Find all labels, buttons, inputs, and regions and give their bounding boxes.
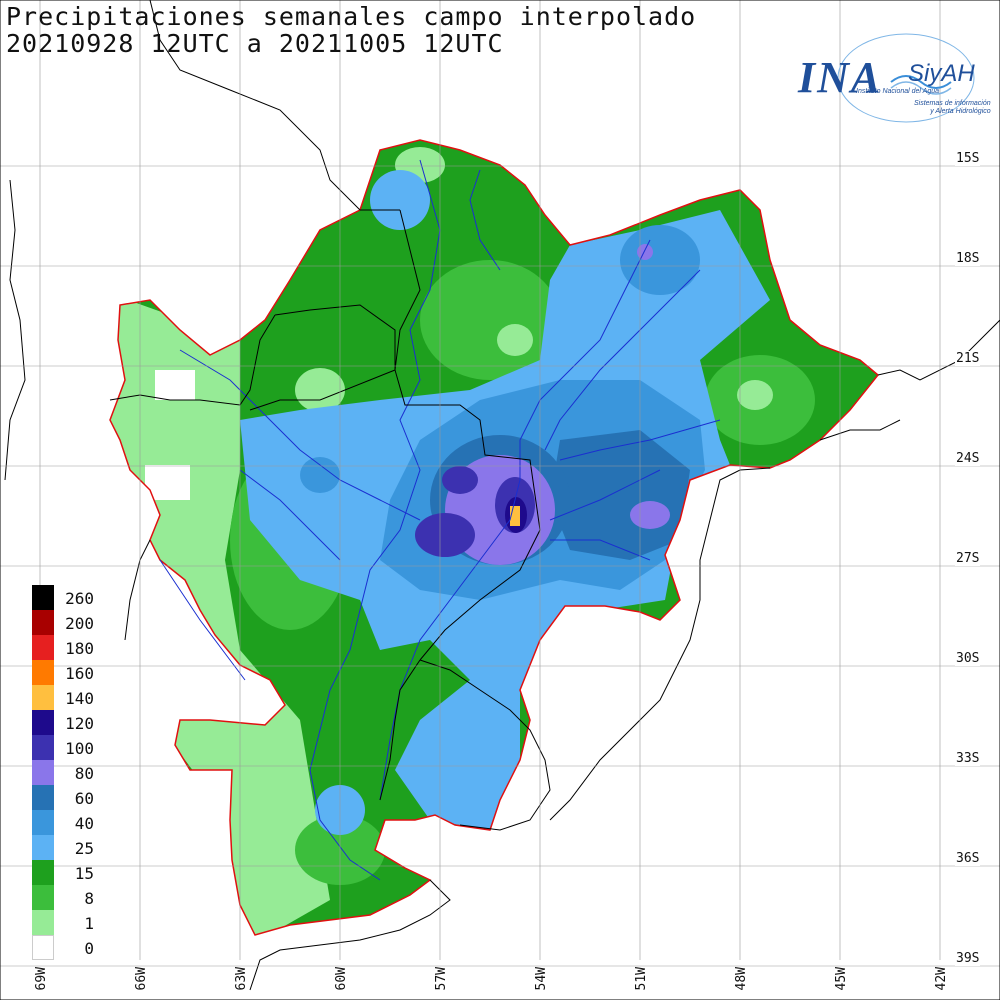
legend-swatch — [32, 585, 54, 610]
latitude-label: 30S — [955, 651, 981, 666]
legend-item: 180 — [32, 635, 102, 660]
longitude-label: 48W — [734, 967, 749, 991]
longitude-label: 51W — [634, 967, 649, 991]
legend-item: 200 — [32, 610, 102, 635]
map-title: Precipitaciones semanales campo interpol… — [6, 2, 697, 31]
legend-item: 260 — [32, 585, 102, 610]
legend-item: 160 — [32, 660, 102, 685]
legend-item: 8 — [32, 885, 102, 910]
legend-swatch — [32, 785, 54, 810]
legend-label: 40 — [74, 814, 94, 833]
longitude-label: 45W — [834, 967, 849, 991]
legend-label: 8 — [84, 889, 94, 908]
legend-item: 40 — [32, 810, 102, 835]
latitude-label: 39S — [955, 951, 981, 966]
logo-siyah-text: SiyAH — [908, 60, 975, 87]
borders — [4, 0, 1000, 991]
legend-swatch — [32, 710, 54, 735]
longitude-label: 42W — [934, 967, 949, 991]
legend-item: 140 — [32, 685, 102, 710]
basin-outline — [109, 139, 880, 936]
legend-item: 0 — [32, 935, 102, 960]
logo-tagline-2: y Alerta Hidrológico — [930, 108, 991, 115]
logo-ina-text: INA — [798, 53, 883, 102]
legend-swatch — [32, 885, 54, 910]
legend-item: 60 — [32, 785, 102, 810]
legend-label: 120 — [65, 714, 94, 733]
legend-item: 120 — [32, 710, 102, 735]
latitude-label: 15S — [955, 151, 981, 166]
legend-label: 140 — [65, 689, 94, 708]
legend-swatch — [32, 685, 54, 710]
legend-swatch — [32, 635, 54, 660]
latitude-label: 33S — [955, 751, 981, 766]
legend-label: 260 — [65, 589, 94, 608]
legend-item: 1 — [32, 910, 102, 935]
legend-item: 25 — [32, 835, 102, 860]
graticule — [0, 0, 1000, 967]
legend-label: 0 — [84, 939, 94, 958]
legend-label: 60 — [74, 789, 94, 808]
legend-item: 80 — [32, 760, 102, 785]
legend-swatch — [32, 610, 54, 635]
latitude-label: 21S — [955, 351, 981, 366]
latitude-label: 36S — [955, 851, 981, 866]
longitude-label: 54W — [534, 967, 549, 991]
legend-label: 25 — [74, 839, 94, 858]
legend-swatch — [32, 910, 54, 935]
legend-item: 100 — [32, 735, 102, 760]
logo-subtitle: Instituto Nacional del Agua — [856, 88, 940, 95]
legend-swatch — [32, 860, 54, 885]
legend-label: 80 — [74, 764, 94, 783]
longitude-label: 63W — [234, 967, 249, 991]
latitude-label: 24S — [955, 451, 981, 466]
latitude-label: 18S — [955, 251, 981, 266]
legend-swatch — [32, 660, 54, 685]
longitude-label: 57W — [434, 967, 449, 991]
ina-siyah-logo: INA SiyAH Instituto Nacional del Agua Si… — [796, 30, 996, 130]
legend-label: 100 — [65, 739, 94, 758]
legend-label: 180 — [65, 639, 94, 658]
logo-tagline-1: Sistemas de información — [914, 100, 991, 107]
logo-swoosh-icon — [837, 33, 975, 123]
latitude-label: 27S — [955, 551, 981, 566]
logo-tagline: Sistemas de información y Alerta Hidroló… — [914, 100, 991, 116]
legend-label: 200 — [65, 614, 94, 633]
legend-label: 1 — [84, 914, 94, 933]
longitude-label: 69W — [34, 967, 49, 991]
legend-swatch — [32, 735, 54, 760]
legend-label: 15 — [74, 864, 94, 883]
legend-item: 15 — [32, 860, 102, 885]
legend-swatch — [32, 835, 54, 860]
longitude-label: 66W — [134, 967, 149, 991]
longitude-label: 60W — [334, 967, 349, 991]
legend-swatch — [32, 935, 54, 960]
legend-label: 160 — [65, 664, 94, 683]
legend-swatch — [32, 810, 54, 835]
precipitation-legend: 260 200 180 160 140 120 100 80 60 40 25 15 8 1 0 — [32, 585, 102, 960]
legend-swatch — [32, 760, 54, 785]
map-period: 20210928 12UTC a 20211005 12UTC — [6, 29, 504, 58]
